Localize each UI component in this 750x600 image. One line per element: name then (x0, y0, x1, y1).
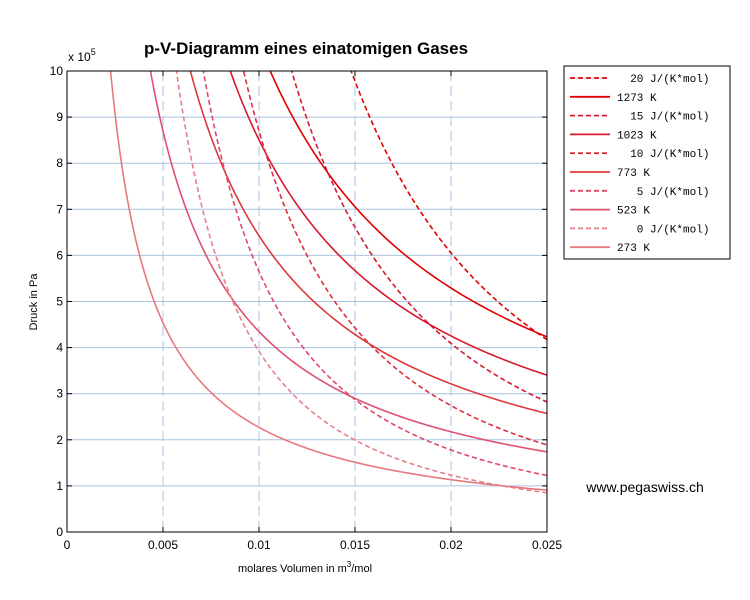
x-axis-label: molares Volumen in m3/mol (238, 560, 372, 575)
y-tick-label: 3 (56, 387, 63, 401)
series-line (149, 71, 547, 453)
legend-entry-label: 1273 K (617, 93, 657, 105)
series-line (229, 71, 547, 376)
legend-entry-label: 5 J/(K*mol) (617, 187, 709, 199)
y-tick-label: 10 (50, 64, 64, 78)
y-tick-label: 1 (56, 479, 63, 493)
series-curves (109, 71, 547, 494)
y-tick-label: 8 (56, 156, 63, 170)
series-line (109, 71, 547, 491)
series-line (350, 71, 547, 341)
y-tick-label: 9 (56, 110, 63, 124)
legend-entry-label: 523 K (617, 206, 650, 218)
chart-title: p-V-Diagramm eines einatomigen Gases (144, 39, 468, 58)
plot-area (66, 70, 548, 533)
legend-entry-label: 20 J/(K*mol) (617, 74, 709, 86)
y-tick-label: 0 (56, 525, 63, 539)
x-tick-label: 0.005 (148, 538, 178, 552)
legend: 20 J/(K*mol) 1273 K 15 J/(K*mol) 1023 K 10… (563, 65, 731, 260)
legend-entry-label: 273 K (617, 243, 650, 255)
legend-entry-label: 773 K (617, 168, 650, 180)
x-tick-label: 0.015 (340, 538, 370, 552)
y-tick-label: 7 (56, 202, 63, 216)
legend-entry-label: 1023 K (617, 130, 657, 142)
x-tick-label: 0 (64, 538, 71, 552)
series-line (269, 71, 547, 338)
y-axis-label: Druck in Pa (28, 273, 40, 331)
series-line (175, 71, 547, 494)
series-line (189, 71, 547, 415)
legend-box (563, 65, 731, 260)
legend-entry-label: 10 J/(K*mol) (617, 149, 709, 161)
y-tick-label: 5 (56, 295, 63, 309)
y-tick-label: 6 (56, 248, 63, 262)
axis-ticks (66, 70, 548, 533)
legend-entry-label: 0 J/(K*mol) (617, 224, 709, 236)
grid (67, 71, 547, 532)
x-tick-label: 0.025 (532, 538, 562, 552)
y-tick-label: 2 (56, 433, 63, 447)
y-axis-multiplier: x 105 (68, 47, 96, 64)
x-tick-label: 0.01 (247, 538, 271, 552)
watermark: www.pegaswiss.ch (585, 479, 704, 495)
x-tick-label: 0.02 (439, 538, 463, 552)
series-line (242, 71, 547, 446)
legend-entry-label: 15 J/(K*mol) (617, 112, 709, 124)
y-tick-label: 4 (56, 341, 63, 355)
